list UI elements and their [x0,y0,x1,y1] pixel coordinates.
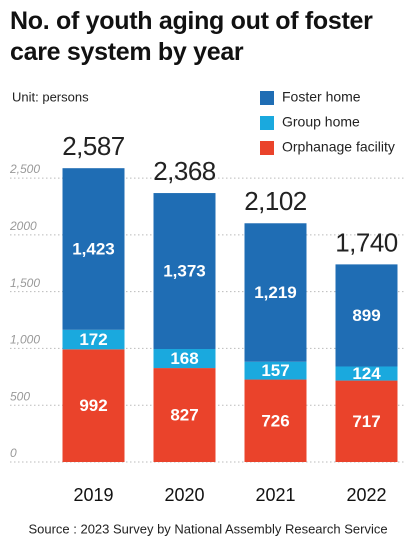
legend-swatch [260,141,274,155]
bar-segment [62,168,125,330]
data-label: 172 [79,330,107,349]
legend-label: Group home [282,114,360,130]
data-label: 992 [79,396,107,415]
data-label: 717 [352,412,380,431]
total-label: 2,587 [62,131,125,161]
bar-segment [335,380,398,462]
data-label: 124 [352,364,381,383]
data-label: 157 [261,361,289,380]
bar-segment [335,264,398,367]
chart-title: No. of youth aging out of foster care sy… [10,7,373,66]
legend-label: Foster home [282,89,361,105]
y-tick-label: 500 [10,389,30,403]
legend-swatch [260,91,274,105]
y-tick-label: 1,000 [10,333,40,347]
total-label: 2,102 [244,186,307,216]
legend-swatch [260,116,274,130]
bar-segment [62,349,125,462]
y-tick-label: 2,500 [9,162,40,176]
bar-segment [62,329,125,350]
total-label: 1,740 [335,227,398,257]
x-tick-label: 2022 [346,485,386,505]
y-tick-label: 0 [10,446,17,460]
data-label: 1,219 [254,283,297,302]
unit-label: Unit: persons [12,89,89,104]
bar-segment [153,348,216,369]
x-tick-label: 2020 [164,485,204,505]
data-label: 827 [170,406,198,425]
bar-segment [153,368,216,462]
bar-segment [244,379,307,462]
bar-segment [244,223,307,362]
y-tick-label: 1,500 [10,276,40,290]
data-label: 899 [352,306,380,325]
data-label: 1,423 [72,239,115,258]
total-label: 2,368 [153,156,216,186]
data-label: 1,373 [163,262,206,281]
legend-label: Orphanage facility [282,139,395,155]
data-label: 726 [261,411,289,430]
x-tick-label: 2019 [73,485,113,505]
y-tick-label: 2000 [9,219,37,233]
source: Source : 2023 Survey by National Assembl… [28,521,387,536]
x-tick-label: 2021 [255,485,295,505]
data-label: 168 [170,349,198,368]
bar-segment [335,366,398,381]
bar-segment [153,193,216,349]
bar-segment [244,361,307,380]
